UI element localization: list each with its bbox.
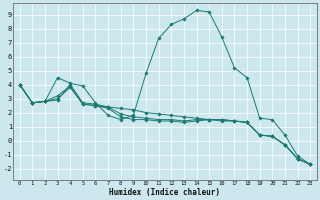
X-axis label: Humidex (Indice chaleur): Humidex (Indice chaleur) (109, 188, 220, 197)
